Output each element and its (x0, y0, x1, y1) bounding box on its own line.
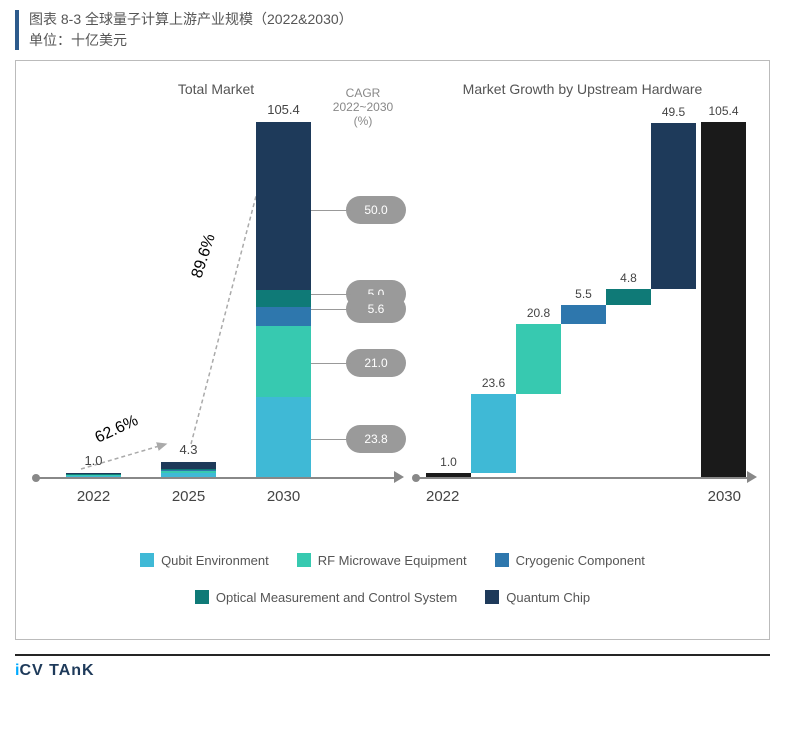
cagr-header: CAGR2022~2030(%) (323, 86, 403, 129)
bar-segment (256, 290, 311, 307)
growth-arrows-svg: 62.6% 89.6% (36, 109, 396, 477)
chart-header: 图表 8-3 全球量子计算上游产业规模（2022&2030） 单位：十亿美元 (15, 10, 770, 50)
legend-item: RF Microwave Equipment (297, 553, 467, 568)
step-value-label: 1.0 (426, 455, 471, 469)
step-value-label: 105.4 (701, 104, 746, 118)
footer-divider (15, 654, 770, 656)
waterfall-step: 49.5 (651, 123, 696, 290)
legend-item: Qubit Environment (140, 553, 269, 568)
legend-item: Quantum Chip (485, 590, 590, 605)
legend-label: Optical Measurement and Control System (216, 590, 457, 605)
legend: Qubit Environment RF Microwave Equipment C… (31, 553, 754, 605)
left-plot: 62.6%89.6% 1.020224.32025105.4203050.05.… (36, 109, 396, 479)
waterfall-step: 23.6 (471, 394, 516, 473)
legend-label: Quantum Chip (506, 590, 590, 605)
legend-swatch (485, 590, 499, 604)
bar-segment (66, 476, 121, 477)
logo-rest: CV TAnK (19, 662, 94, 679)
step-value-label: 4.8 (606, 271, 651, 285)
stacked-bar: 4.32025 (161, 462, 216, 476)
footer-logo: iCV TAnK (15, 662, 770, 680)
axis-arrow-icon (747, 471, 757, 483)
right-title: Market Growth by Upstream Hardware (411, 81, 754, 97)
year-label: 2022 (66, 488, 121, 505)
year-label: 2025 (161, 488, 216, 505)
lead-line (311, 363, 351, 364)
cagr-bubble: 23.8 (346, 425, 406, 453)
waterfall-step: 20.8 (516, 324, 561, 394)
legend-item: Cryogenic Component (495, 553, 645, 568)
axis-dot (412, 474, 420, 482)
cagr-bubble: 21.0 (346, 349, 406, 377)
legend-swatch (495, 553, 509, 567)
waterfall-step: 105.4 (701, 122, 746, 477)
legend-swatch (140, 553, 154, 567)
chart-subtitle: 单位：十亿美元 (29, 30, 770, 50)
waterfall-step: 1.0 (426, 473, 471, 476)
legend-label: RF Microwave Equipment (318, 553, 467, 568)
year-label: 2030 (708, 488, 741, 505)
bar-segment (161, 473, 216, 476)
lead-line (311, 439, 351, 440)
step-value-label: 5.5 (561, 287, 606, 301)
stacked-bar: 105.42030 (256, 122, 311, 477)
waterfall-step: 4.8 (606, 289, 651, 305)
step-value-label: 49.5 (651, 105, 696, 119)
legend-label: Qubit Environment (161, 553, 269, 568)
lead-line (311, 210, 351, 211)
bar-segment (256, 397, 311, 477)
lead-line (311, 294, 351, 295)
growth-label: 62.6% (93, 412, 141, 447)
bar-segment (256, 326, 311, 397)
legend-label: Cryogenic Component (516, 553, 645, 568)
bar-total-label: 1.0 (66, 453, 121, 468)
year-label: 2022 (426, 488, 459, 505)
legend-item: Optical Measurement and Control System (195, 590, 457, 605)
bar-segment (161, 462, 216, 469)
chart-container: Total Market 62.6%89.6% 1.020224.3202510… (15, 60, 770, 640)
bar-total-label: 4.3 (161, 442, 216, 457)
cagr-column: CAGR2022~2030(%) (323, 86, 403, 135)
left-panel: Total Market 62.6%89.6% 1.020224.3202510… (31, 81, 401, 511)
stacked-bar: 1.02022 (66, 473, 121, 476)
step-value-label: 23.6 (471, 376, 516, 390)
cagr-bubble: 5.6 (346, 295, 406, 323)
growth-label: 89.6% (189, 231, 219, 279)
bar-segment (256, 122, 311, 290)
cagr-bubble: 50.0 (346, 196, 406, 224)
bar-total-label: 105.4 (256, 102, 311, 117)
step-value-label: 20.8 (516, 306, 561, 320)
lead-line (311, 309, 351, 310)
waterfall-step: 5.5 (561, 305, 606, 324)
year-label: 2030 (256, 488, 311, 505)
right-panel: Market Growth by Upstream Hardware 1.023… (411, 81, 754, 511)
chart-title: 图表 8-3 全球量子计算上游产业规模（2022&2030） (29, 10, 770, 30)
legend-swatch (195, 590, 209, 604)
right-plot: 1.023.620.85.54.849.5105.420222030 (416, 109, 749, 479)
legend-swatch (297, 553, 311, 567)
bar-segment (256, 307, 311, 326)
